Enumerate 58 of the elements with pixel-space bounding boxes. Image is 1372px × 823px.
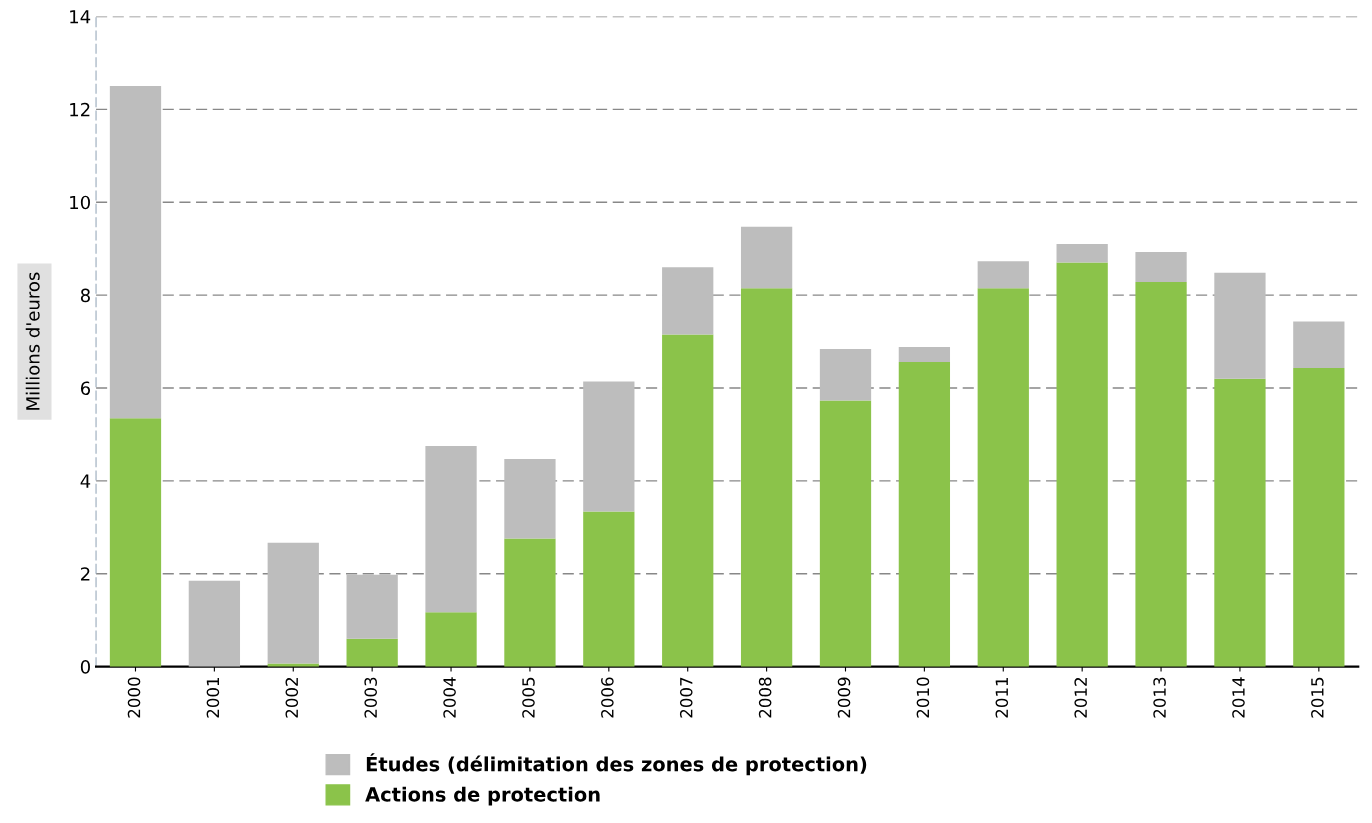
bar <box>346 574 398 639</box>
x-tick-label: 2015 <box>1311 677 1324 718</box>
y-tick-label: 2 <box>81 567 90 581</box>
bar <box>977 261 1029 289</box>
y-tick-label: 0 <box>80 660 90 674</box>
bar <box>977 288 1029 667</box>
bar <box>1214 378 1266 667</box>
x-tick-label: 2002 <box>285 678 299 718</box>
x-tick-label: 2001 <box>206 677 220 718</box>
bar <box>740 226 793 289</box>
bar <box>1214 272 1266 379</box>
bar <box>1056 244 1108 263</box>
x-tick-label: 2014 <box>1232 677 1245 718</box>
y-tick-label: 12 <box>70 102 90 117</box>
y-axis-title: Millions d'euros <box>25 272 40 410</box>
bar <box>504 459 556 539</box>
bar <box>898 347 951 362</box>
x-tick-label: 2004 <box>443 677 456 718</box>
bar <box>504 538 556 667</box>
bar <box>1135 251 1187 283</box>
bar <box>425 612 477 667</box>
bar <box>898 361 951 667</box>
bar <box>1293 368 1345 667</box>
bar <box>583 511 635 667</box>
x-tick-label: 2011 <box>995 677 1009 718</box>
bar <box>109 418 162 667</box>
x-tick-label: 2006 <box>601 677 614 718</box>
bar <box>1293 321 1345 369</box>
bar <box>109 86 162 419</box>
bar <box>346 638 398 667</box>
bar <box>267 663 319 667</box>
legend-label: Études (délimitation des zones de protection) <box>366 753 867 776</box>
bar <box>819 348 872 401</box>
x-tick-label: 2008 <box>758 677 772 718</box>
bar <box>662 267 714 335</box>
y-tick-label: 14 <box>70 10 91 24</box>
bar <box>740 288 793 667</box>
x-tick-label: 2009 <box>837 677 851 718</box>
x-tick-label: 2007 <box>679 677 693 718</box>
bar <box>267 542 319 664</box>
bar <box>425 446 477 613</box>
x-tick-label: 2013 <box>1153 677 1166 718</box>
y-tick-label: 6 <box>80 381 91 396</box>
bar <box>188 580 241 667</box>
x-tick-label: 2003 <box>364 677 377 718</box>
x-tick-label: 2012 <box>1074 678 1087 718</box>
legend-label: Actions de protection <box>365 786 600 806</box>
y-tick-label: 10 <box>70 195 90 210</box>
y-tick-label: 4 <box>80 474 91 488</box>
bar <box>1135 282 1187 667</box>
bar <box>583 381 635 512</box>
bar <box>819 400 872 667</box>
y-tick-label: 8 <box>80 288 90 303</box>
x-tick-label: 2010 <box>916 677 930 718</box>
x-tick-label: 2000 <box>127 677 141 718</box>
bar <box>662 334 714 667</box>
bar <box>1056 262 1108 667</box>
x-tick-label: 2005 <box>522 677 535 718</box>
